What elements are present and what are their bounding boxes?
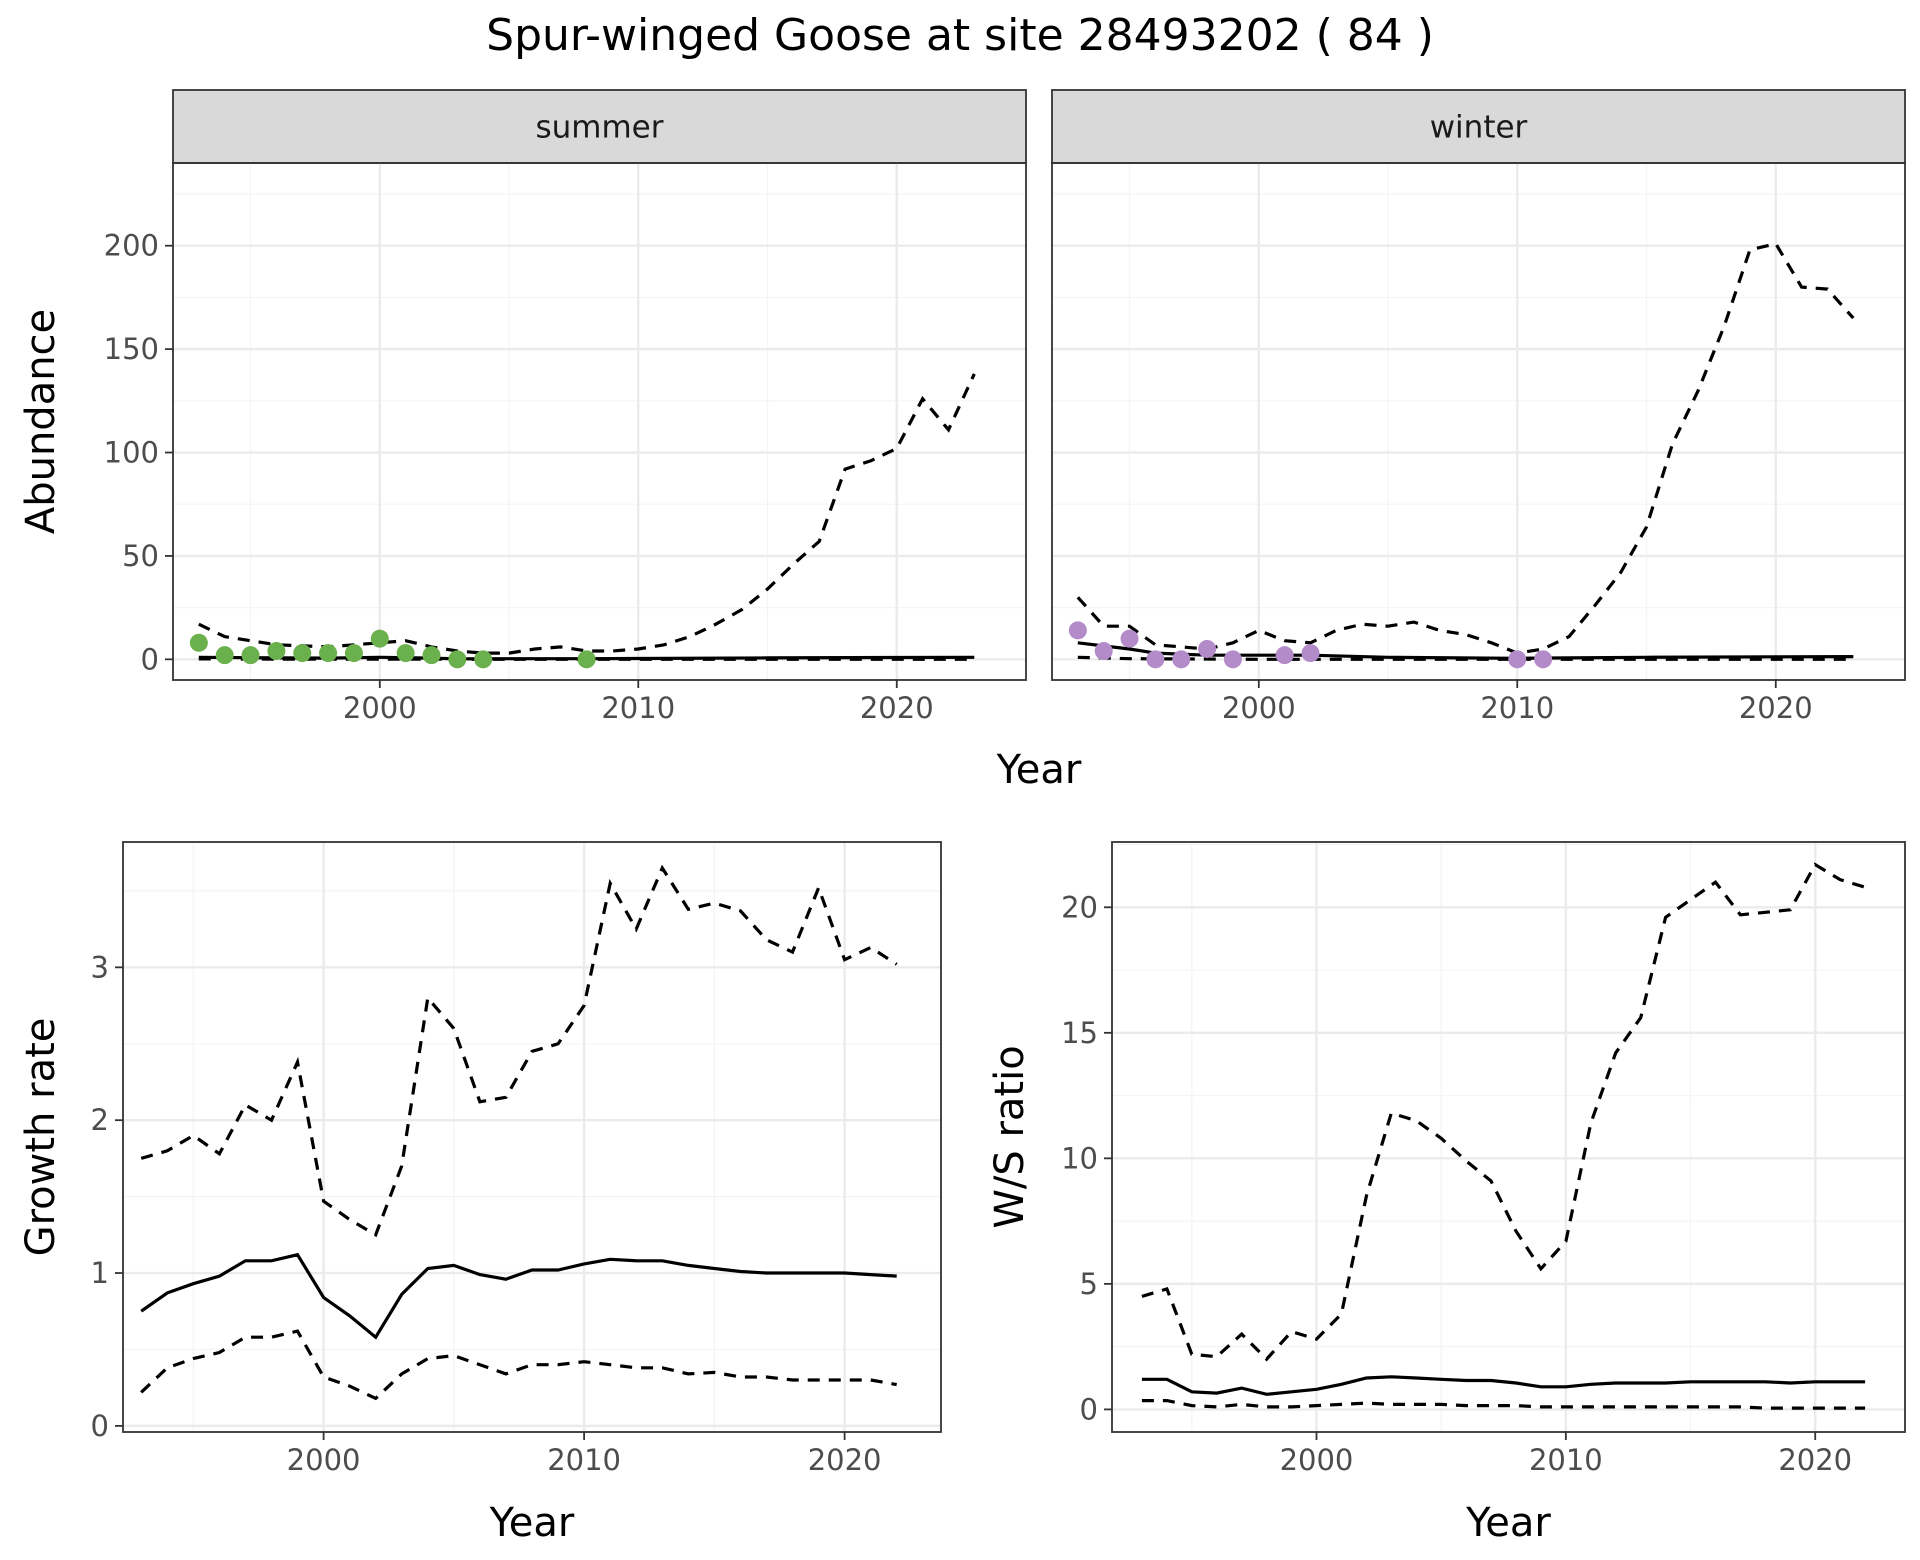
abundance-winter-point <box>1534 650 1553 669</box>
growth-y-tick-label: 2 <box>91 1103 109 1137</box>
ws-ratio-x-tick-label: 2000 <box>1280 1443 1354 1477</box>
abundance-summer-point <box>189 633 208 652</box>
abundance-winter-point <box>1301 644 1320 663</box>
abundance-winter-point <box>1198 639 1217 658</box>
abundance-winter-point <box>1094 642 1113 661</box>
ws-ratio-y-tick-label: 15 <box>1061 1016 1098 1050</box>
abundance-winter-strip <box>1051 89 1906 164</box>
abundance-summer-point <box>293 644 312 663</box>
growth-series <box>140 864 898 1401</box>
ws-ratio-y-tick-label: 20 <box>1061 890 1098 924</box>
growth-x-tick-label: 2010 <box>547 1443 621 1477</box>
abundance-chart: summer 2000 2010 2020 0 50 100 150 200 winter 2000… <box>18 89 1906 793</box>
abundance-summer-y-tick-label: 200 <box>104 229 159 263</box>
abundance-x-axis-title: Year <box>996 747 1082 793</box>
abundance-summer-point <box>577 650 596 669</box>
abundance-summer-point <box>474 650 493 669</box>
growth-y-tick-label: 0 <box>91 1409 109 1443</box>
ws-ratio-y-axis-title: W/S ratio <box>987 1045 1033 1228</box>
abundance-summer-x-tick-label: 2000 <box>343 691 417 725</box>
ws-ratio-chart: 2000 2010 2020 0 5 10 15 20 Year W/S ratio <box>987 841 1906 1546</box>
abundance-summer-y-tick-label: 100 <box>104 436 159 470</box>
ws-ratio-mean-line <box>1141 1375 1866 1396</box>
ws-ratio-upper-line <box>1141 862 1866 1362</box>
figure-title: Spur-winged Goose at site 28493202 ( 84 … <box>486 10 1434 61</box>
abundance-winter-panel-border <box>1051 162 1906 681</box>
ws-ratio-x-tick-label: 2020 <box>1778 1443 1852 1477</box>
growth-x-tick-label: 2020 <box>808 1443 882 1477</box>
growth-x-axis-title: Year <box>489 1500 575 1546</box>
growth-mean-line <box>140 1252 897 1340</box>
abundance-summer-point <box>422 646 441 665</box>
growth-x-tick-label: 2000 <box>287 1443 361 1477</box>
growth-panel-border <box>122 841 942 1433</box>
abundance-summer-point <box>267 642 286 661</box>
abundance-winter-strip-label: winter <box>1430 110 1528 146</box>
ws-ratio-lower-line <box>1141 1399 1866 1410</box>
abundance-winter-point <box>1223 650 1242 669</box>
abundance-winter-facet: winter 2000 2010 2020 <box>1051 89 1906 725</box>
abundance-winter-point <box>1068 621 1087 640</box>
growth-upper-line <box>140 864 898 1238</box>
growth-chart: 2000 2010 2020 0 1 2 3 Year Growth rate <box>18 841 942 1546</box>
abundance-summer-y-tick-label: 150 <box>104 332 159 366</box>
abundance-winter-x-tick-label: 2010 <box>1480 691 1554 725</box>
abundance-y-axis-title: Abundance <box>18 309 64 534</box>
abundance-winter-point <box>1275 646 1294 665</box>
abundance-summer-strip <box>172 89 1027 164</box>
ws-ratio-series <box>1141 862 1866 1410</box>
growth-y-axis-title: Growth rate <box>18 1018 64 1257</box>
abundance-summer-point <box>448 650 467 669</box>
ws-ratio-x-axis-title: Year <box>1465 1500 1551 1546</box>
ws-ratio-y-tick-label: 10 <box>1061 1141 1098 1175</box>
abundance-winter-series <box>1068 241 1855 669</box>
growth-y-tick-label: 1 <box>91 1256 109 1290</box>
ws-ratio-panel-border <box>1111 841 1906 1433</box>
abundance-winter-point <box>1508 650 1527 669</box>
abundance-summer-facet: summer 2000 2010 2020 0 50 100 150 200 <box>104 89 1027 725</box>
abundance-summer-point <box>241 646 260 665</box>
abundance-summer-point <box>344 644 363 663</box>
abundance-winter-point <box>1120 629 1139 648</box>
ws-ratio-y-tick-label: 5 <box>1080 1267 1098 1301</box>
growth-y-tick-label: 3 <box>91 950 109 984</box>
abundance-winter-x-tick-label: 2000 <box>1222 691 1296 725</box>
abundance-winter-point <box>1172 650 1191 669</box>
ws-ratio-x-tick-label: 2010 <box>1529 1443 1603 1477</box>
abundance-summer-series <box>189 373 976 669</box>
abundance-summer-x-tick-label: 2010 <box>601 691 675 725</box>
abundance-summer-upper-line <box>198 373 976 655</box>
abundance-summer-x-tick-label: 2020 <box>860 691 934 725</box>
ws-ratio-y-tick-label: 0 <box>1080 1392 1098 1426</box>
abundance-summer-y-tick-label: 50 <box>122 539 159 573</box>
abundance-winter-point <box>1146 650 1165 669</box>
abundance-summer-point <box>215 646 234 665</box>
abundance-summer-y-tick-label: 0 <box>141 642 159 676</box>
abundance-summer-point <box>396 644 415 663</box>
abundance-winter-x-tick-label: 2020 <box>1739 691 1813 725</box>
abundance-summer-strip-label: summer <box>535 110 663 146</box>
abundance-summer-panel-border <box>172 162 1027 681</box>
abundance-summer-point <box>370 629 389 648</box>
growth-lower-line <box>140 1329 897 1401</box>
abundance-summer-point <box>319 644 338 663</box>
